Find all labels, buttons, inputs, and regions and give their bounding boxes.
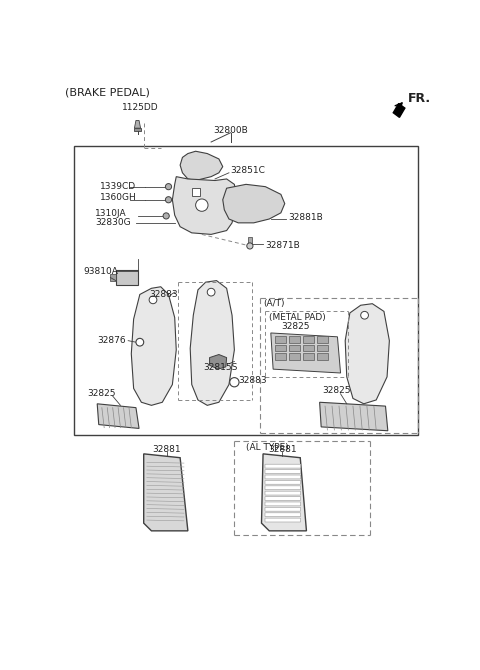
FancyBboxPatch shape — [275, 345, 286, 351]
Polygon shape — [190, 281, 234, 405]
FancyBboxPatch shape — [265, 475, 300, 479]
Circle shape — [166, 184, 172, 190]
Polygon shape — [97, 404, 139, 428]
Text: 32825: 32825 — [281, 322, 310, 331]
FancyBboxPatch shape — [265, 480, 300, 484]
FancyBboxPatch shape — [275, 336, 286, 342]
Polygon shape — [132, 287, 176, 405]
Polygon shape — [180, 151, 223, 180]
FancyBboxPatch shape — [265, 507, 300, 511]
FancyBboxPatch shape — [265, 491, 300, 495]
Text: 32881B: 32881B — [288, 213, 324, 222]
Text: 32883: 32883 — [149, 290, 178, 299]
FancyBboxPatch shape — [317, 336, 328, 342]
FancyBboxPatch shape — [289, 353, 300, 360]
Polygon shape — [210, 354, 227, 369]
Circle shape — [149, 296, 157, 304]
Text: 32800B: 32800B — [213, 126, 248, 135]
Text: 32881: 32881 — [268, 445, 297, 454]
Polygon shape — [172, 177, 237, 234]
Circle shape — [360, 312, 369, 319]
Text: 32871B: 32871B — [265, 241, 300, 251]
Text: (METAL PAD): (METAL PAD) — [269, 313, 326, 322]
Text: 1125DD: 1125DD — [121, 103, 158, 112]
Polygon shape — [320, 402, 388, 431]
Text: 32881: 32881 — [153, 445, 181, 454]
FancyBboxPatch shape — [317, 345, 328, 351]
FancyBboxPatch shape — [110, 275, 116, 281]
FancyBboxPatch shape — [265, 518, 300, 522]
Text: 32883: 32883 — [238, 376, 267, 385]
FancyBboxPatch shape — [303, 345, 314, 351]
Text: 1310JA: 1310JA — [95, 209, 127, 218]
FancyBboxPatch shape — [265, 496, 300, 500]
Circle shape — [207, 288, 215, 296]
FancyBboxPatch shape — [265, 464, 300, 468]
Polygon shape — [393, 103, 405, 117]
Circle shape — [166, 197, 172, 203]
FancyBboxPatch shape — [303, 353, 314, 360]
FancyBboxPatch shape — [275, 353, 286, 360]
Polygon shape — [144, 454, 188, 531]
FancyBboxPatch shape — [265, 513, 300, 517]
Text: 32876: 32876 — [97, 336, 126, 345]
Text: 32825: 32825 — [322, 386, 350, 395]
Circle shape — [136, 338, 144, 346]
Text: 32825: 32825 — [87, 389, 116, 398]
Text: (A/T): (A/T) — [263, 299, 285, 308]
FancyBboxPatch shape — [303, 336, 314, 342]
FancyBboxPatch shape — [192, 188, 200, 196]
Text: 32815S: 32815S — [204, 363, 238, 372]
Text: 93810A: 93810A — [83, 267, 118, 276]
FancyBboxPatch shape — [317, 353, 328, 360]
FancyBboxPatch shape — [265, 486, 300, 490]
Polygon shape — [134, 121, 141, 128]
Circle shape — [163, 213, 169, 219]
Text: FR.: FR. — [408, 92, 431, 105]
FancyBboxPatch shape — [134, 128, 141, 131]
Circle shape — [196, 199, 208, 211]
Text: 32851C: 32851C — [230, 166, 265, 175]
Circle shape — [247, 243, 253, 249]
FancyBboxPatch shape — [289, 345, 300, 351]
Polygon shape — [271, 333, 340, 373]
Polygon shape — [345, 304, 389, 404]
FancyBboxPatch shape — [248, 237, 252, 244]
Text: 32830G: 32830G — [95, 218, 131, 227]
Text: 1360GH: 1360GH — [100, 193, 137, 202]
Polygon shape — [262, 454, 306, 531]
FancyBboxPatch shape — [265, 502, 300, 506]
FancyBboxPatch shape — [289, 336, 300, 342]
Polygon shape — [223, 184, 285, 223]
Text: 1339CD: 1339CD — [100, 182, 136, 191]
FancyBboxPatch shape — [265, 470, 300, 474]
Circle shape — [230, 378, 239, 387]
Text: (BRAKE PEDAL): (BRAKE PEDAL) — [65, 88, 150, 98]
Text: (AL TYPE): (AL TYPE) — [246, 443, 289, 452]
FancyBboxPatch shape — [116, 270, 137, 285]
